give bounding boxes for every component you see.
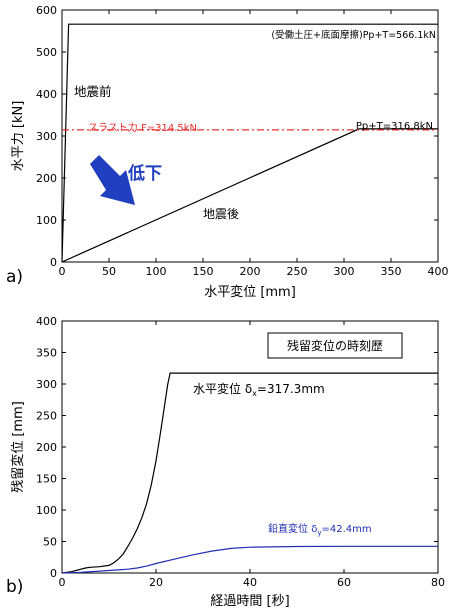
- horizontal-label-symbol: δ: [245, 382, 252, 396]
- vertical-label-symbol: δ: [311, 524, 317, 535]
- chart-a-x-tick-label: 150: [193, 265, 214, 278]
- chart-a-y-tick-label: 100: [36, 214, 57, 227]
- chart-b-horizontal-label: 水平変位 δx=317.3mm: [193, 381, 325, 398]
- chart-b-x-tick-label: 20: [149, 576, 163, 589]
- chart-a-x-tick-label: 100: [146, 265, 167, 278]
- chart-a-y-tick-label: 400: [36, 88, 57, 101]
- chart-b-x-tick-label: 80: [431, 576, 445, 589]
- chart-b-ticks: 0 20 40 60 80 0 50 100 150 200 250 300 350 400: [36, 315, 445, 589]
- chart-a-x-tick-label: 400: [428, 265, 449, 278]
- vertical-label-value: =42.4mm: [321, 524, 371, 535]
- chart-b-title: 残留変位の時刻歴: [287, 338, 383, 353]
- chart-a-series-after: [61, 128, 438, 263]
- chart-a-x-tick-label: 350: [381, 265, 402, 278]
- chart-a-y-tick-label: 300: [36, 130, 57, 143]
- chart-a-panel-label: a): [6, 267, 23, 287]
- vertical-label-subscript: y: [317, 529, 321, 537]
- chart-b-y-tick-label: 150: [36, 473, 57, 486]
- chart-a-plot-frame: [61, 9, 439, 263]
- chart-b-panel-label: b): [6, 577, 23, 597]
- vertical-label-prefix: 鉛直変位: [268, 522, 311, 535]
- chart-b-y-tick-label: 200: [36, 441, 57, 454]
- chart-a-decrease-label: 低下: [127, 163, 162, 184]
- chart-b-y-tick-label: 300: [36, 378, 57, 391]
- chart-a-y-tick-label: 500: [36, 46, 57, 59]
- decrease-arrow-icon: [90, 155, 135, 205]
- chart-a-x-tick-label: 300: [334, 265, 355, 278]
- chart-b-x-tick-label: 0: [59, 576, 66, 589]
- chart-b-y-tick-label: 50: [43, 536, 57, 549]
- horizontal-label-subscript: x: [252, 389, 257, 398]
- chart-b-vertical-label: 鉛直変位 δy=42.4mm: [268, 522, 372, 537]
- chart-b-y-axis-label: 残留変位 [mm]: [10, 401, 26, 493]
- chart-a-ticks: 0 50 100 150 200 250 300 350 400 0 100 200 300 400 500…: [36, 4, 449, 278]
- horizontal-label-prefix: 水平変位: [193, 381, 245, 396]
- chart-a-x-axis-label: 水平変位 [mm]: [204, 284, 296, 300]
- chart-a-end-label: Pp+T=316.8kN: [356, 121, 433, 132]
- chart-a-x-tick-label: 50: [102, 265, 116, 278]
- chart-b: 0 20 40 60 80 0 50 100 150 200 250 300 350 400 b) 経過時…: [6, 315, 445, 609]
- horizontal-label-value: =317.3mm: [257, 382, 325, 396]
- chart-a-before-label: 地震前: [74, 84, 112, 99]
- chart-a: 0 50 100 150 200 250 300 350 400 0 100 200 300 400 500…: [6, 4, 449, 300]
- chart-a-lines: [61, 23, 438, 263]
- chart-a-series-before: [61, 23, 438, 263]
- chart-a-y-tick-label: 0: [50, 256, 57, 269]
- chart-a-y-axis-label: 水平力 [kN]: [11, 101, 26, 172]
- chart-a-x-tick-label: 200: [240, 265, 261, 278]
- chart-b-y-tick-label: 250: [36, 410, 57, 423]
- chart-b-y-tick-label: 350: [36, 347, 57, 360]
- chart-a-peak-label: (受働土圧+底面摩擦)Pp+T=566.1kN: [271, 29, 436, 41]
- chart-b-y-tick-label: 100: [36, 504, 57, 517]
- chart-b-title-box: [267, 332, 403, 359]
- chart-a-y-tick-label: 200: [36, 172, 57, 185]
- chart-b-x-tick-label: 60: [337, 576, 351, 589]
- chart-a-x-tick-label: 0: [59, 265, 66, 278]
- chart-b-x-tick-label: 40: [243, 576, 257, 589]
- chart-b-y-tick-label: 400: [36, 315, 57, 328]
- chart-a-x-tick-label: 250: [287, 265, 308, 278]
- chart-a-after-label: 地震後: [203, 207, 239, 221]
- chart-b-lines: [61, 372, 438, 574]
- chart-b-series-horizontal: [61, 372, 438, 574]
- chart-b-x-axis-label: 経過時間 [秒]: [210, 594, 289, 609]
- chart-a-y-tick-label: 600: [36, 4, 57, 17]
- chart-b-plot-frame: [61, 320, 439, 574]
- chart-a-thrust-label: スラスト力 F=314.5kN: [88, 121, 197, 134]
- chart-b-series-vertical: [61, 545, 438, 574]
- chart-b-y-tick-label: 0: [50, 567, 57, 580]
